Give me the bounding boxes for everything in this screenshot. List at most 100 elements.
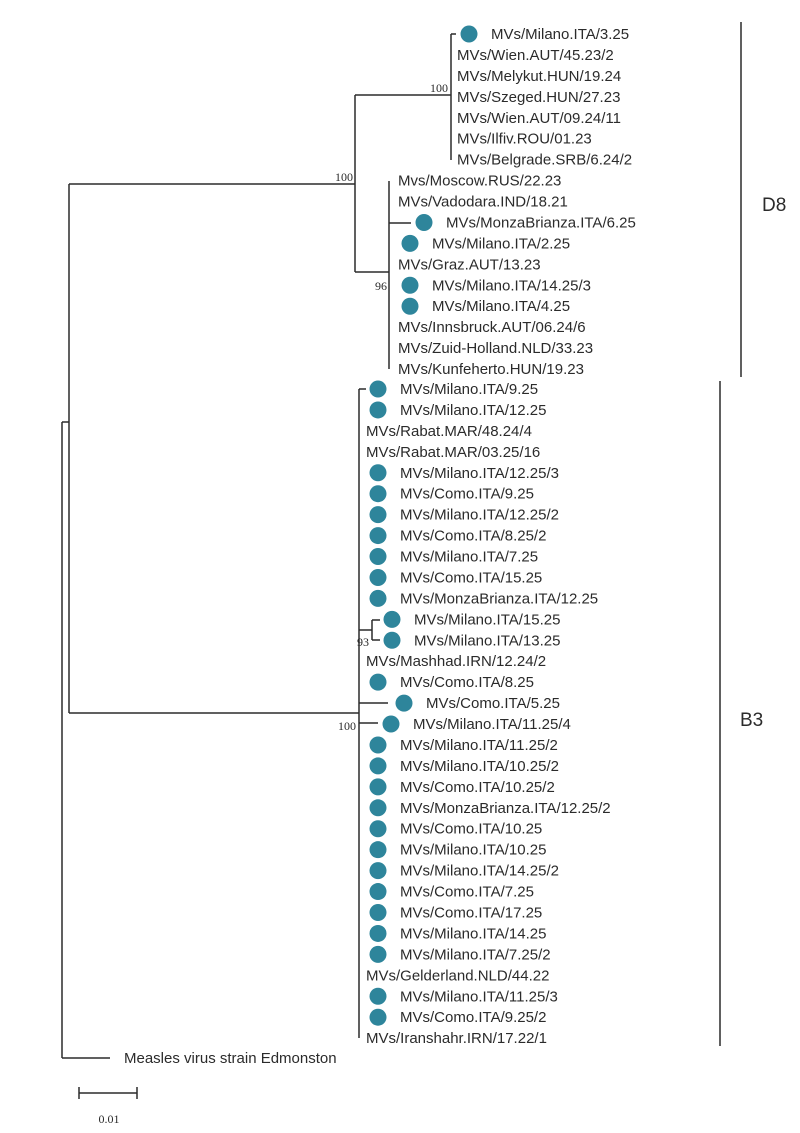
bootstrap-b3-root: 100 xyxy=(338,719,356,733)
tip-label: MVs/Como.ITA/10.25/2 xyxy=(400,779,555,796)
tip-label: MVs/Milano.ITA/13.25 xyxy=(414,632,560,649)
tip: MVs/Milano.ITA/9.25 xyxy=(369,380,538,398)
tip-label: MVs/Iranshahr.IRN/17.22/1 xyxy=(366,1030,547,1047)
scale-bar-label: 0.01 xyxy=(99,1112,120,1126)
tip-marker xyxy=(369,904,387,921)
tip: Mvs/Moscow.RUS/22.23 xyxy=(398,173,561,190)
tip-label: MVs/Kunfeherto.HUN/19.23 xyxy=(398,361,584,378)
tip-label: MVs/Como.ITA/8.25/2 xyxy=(400,528,546,545)
tip-label: MVs/Milano.ITA/11.25/2 xyxy=(400,737,558,754)
tip: MVs/Milano.ITA/2.25 xyxy=(401,234,570,252)
tip: MVs/Vadodara.IND/18.21 xyxy=(398,194,568,211)
tip-label: MVs/Rabat.MAR/03.25/16 xyxy=(366,444,540,461)
tip-marker xyxy=(369,589,387,607)
tip-marker xyxy=(369,778,387,796)
tip-label: MVs/MonzaBrianza.ITA/12.25/2 xyxy=(400,800,611,817)
tip: MVs/Milano.ITA/12.25/3 xyxy=(369,464,559,482)
clade-brackets: D8 B3 xyxy=(719,22,786,1046)
tip-marker xyxy=(369,757,387,775)
tip-label: MVs/Milano.ITA/3.25 xyxy=(491,26,629,43)
tip-marker xyxy=(401,297,419,315)
tip: MVs/Zuid-Holland.NLD/33.23 xyxy=(398,340,593,357)
tip-label: MVs/Milano.ITA/14.25 xyxy=(400,925,546,942)
tip-label: MVs/Vadodara.IND/18.21 xyxy=(398,194,568,211)
tip: MVs/Milano.ITA/12.25/2 xyxy=(369,506,559,524)
tip-label: MVs/Milano.ITA/9.25 xyxy=(400,381,538,398)
tip: MVs/Como.ITA/8.25 xyxy=(369,673,534,691)
tip-marker xyxy=(369,527,387,545)
tip-marker xyxy=(369,673,387,691)
tip-label: MVs/Milano.ITA/2.25 xyxy=(432,235,570,252)
tip-label: MVs/Milano.ITA/4.25 xyxy=(432,298,570,315)
tip: MVs/Milano.ITA/10.25 xyxy=(369,841,546,859)
tip: MVs/Milano.ITA/11.25/3 xyxy=(369,987,558,1005)
tip-label: MVs/Graz.AUT/13.23 xyxy=(398,256,541,273)
tip: MVs/Como.ITA/9.25/2 xyxy=(369,1008,546,1026)
tip-marker xyxy=(369,841,387,859)
tip-label: MVs/Como.ITA/15.25 xyxy=(400,569,542,586)
bootstrap-d8-root: 100 xyxy=(335,170,353,184)
tip-label: MVs/Belgrade.SRB/6.24/2 xyxy=(457,152,632,169)
clade-label-d8: D8 xyxy=(762,195,786,216)
tip-marker xyxy=(369,736,387,754)
tip: MVs/Como.ITA/15.25 xyxy=(369,568,542,586)
tip: MVs/Wien.AUT/09.24/11 xyxy=(457,110,621,127)
tip: MVs/MonzaBrianza.ITA/12.25/2 xyxy=(369,799,611,817)
tip-label: MVs/Mashhad.IRN/12.24/2 xyxy=(366,653,546,670)
tip-marker xyxy=(369,485,387,503)
tip-label: MVs/Milano.ITA/14.25/2 xyxy=(400,863,559,880)
bootstrap-values: 100 100 96 93 100 xyxy=(335,81,448,733)
tip: MVs/Como.ITA/9.25 xyxy=(369,485,534,503)
tree-branches xyxy=(61,33,456,1059)
tip: MVs/Como.ITA/8.25/2 xyxy=(369,527,546,545)
tip-label: MVs/Como.ITA/7.25 xyxy=(400,884,534,901)
tip-label: MVs/Milano.ITA/11.25/4 xyxy=(413,716,571,733)
tip-marker xyxy=(369,862,387,880)
tip-label: MVs/Milano.ITA/12.25/2 xyxy=(400,507,559,524)
tip: MVs/Milano.ITA/3.25 xyxy=(460,25,629,43)
bootstrap-d8-main: 96 xyxy=(375,279,387,293)
tip-label: MVs/Gelderland.NLD/44.22 xyxy=(366,967,549,984)
tip: MVs/Melykut.HUN/19.24 xyxy=(457,68,621,85)
tip-label: MVs/Milano.ITA/7.25/2 xyxy=(400,946,551,963)
tip-label: MVs/Milano.ITA/12.25/3 xyxy=(400,465,559,482)
tip-label: MVs/Innsbruck.AUT/06.24/6 xyxy=(398,319,586,336)
tip: MVs/Milano.ITA/4.25 xyxy=(401,297,570,315)
tip: MVs/Mashhad.IRN/12.24/2 xyxy=(366,653,546,670)
clade-label-b3: B3 xyxy=(740,710,763,731)
tip-label: MVs/Milano.ITA/10.25 xyxy=(400,842,546,859)
tip-label: MVs/Wien.AUT/45.23/2 xyxy=(457,47,614,64)
tip-marker xyxy=(369,945,387,963)
tip: MVs/Innsbruck.AUT/06.24/6 xyxy=(398,319,586,336)
tip: MVs/Milano.ITA/7.25/2 xyxy=(369,945,551,963)
tip: MVs/Milano.ITA/14.25 xyxy=(369,924,546,942)
bootstrap-d8-subclade: 100 xyxy=(430,81,448,95)
tip-label: MVs/Como.ITA/9.25/2 xyxy=(400,1009,546,1026)
tip: MVs/Milano.ITA/14.25/3 xyxy=(401,276,591,294)
tip: MVs/Milano.ITA/14.25/2 xyxy=(369,862,559,880)
tip-marker xyxy=(369,883,387,901)
tip-label: MVs/Milano.ITA/14.25/3 xyxy=(432,277,591,294)
tip-label: MVs/Milano.ITA/10.25/2 xyxy=(400,758,559,775)
scale-bar: 0.01 xyxy=(78,1087,138,1126)
tip-label: MVs/Como.ITA/17.25 xyxy=(400,905,542,922)
tip-label: MVs/Milano.ITA/7.25 xyxy=(400,549,538,566)
tip-marker xyxy=(383,610,401,628)
tip-marker xyxy=(369,380,387,398)
tip-marker xyxy=(369,464,387,482)
tip-label: MVs/Szeged.HUN/27.23 xyxy=(457,89,620,106)
tip: MVs/Milano.ITA/13.25 xyxy=(383,631,560,649)
tip-marker xyxy=(369,799,387,817)
tip: MVs/Milano.ITA/11.25/4 xyxy=(382,715,571,733)
tip: MVs/Ilfiv.ROU/01.23 xyxy=(457,131,592,148)
tip-marker xyxy=(369,1008,387,1026)
tip-label: MVs/Milano.ITA/12.25 xyxy=(400,402,546,419)
tip-labels: MVs/Milano.ITA/3.25 MVs/Wien.AUT/45.23/2 M… xyxy=(366,25,636,1047)
tip: MVs/Kunfeherto.HUN/19.23 xyxy=(398,361,584,378)
tip-marker xyxy=(369,924,387,942)
tip-marker xyxy=(460,25,478,43)
tip: MVs/Como.ITA/10.25/2 xyxy=(369,778,555,796)
tip: MVs/Como.ITA/17.25 xyxy=(369,904,542,922)
